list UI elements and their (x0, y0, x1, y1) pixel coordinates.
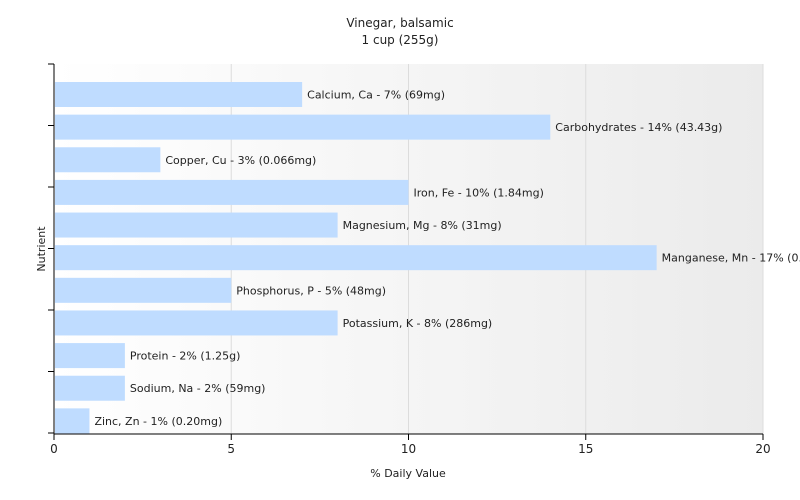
x-tick-label: 20 (755, 442, 770, 456)
y-axis-label: Nutrient (35, 226, 48, 272)
bar (55, 179, 409, 205)
axes: 0 5 10 15 20 (48, 63, 771, 456)
bar (55, 114, 551, 140)
bars: Calcium, Ca - 7% (69mg) Carbohydrates - 1… (55, 82, 800, 434)
bar-label: Protein - 2% (1.25g) (130, 350, 241, 363)
bar (55, 82, 303, 107)
bar (55, 375, 125, 401)
bar (55, 147, 161, 173)
bar (55, 310, 338, 336)
bar-label: Magnesium, Mg - 8% (31mg) (343, 219, 502, 232)
bar-label: Carbohydrates - 14% (43.43g) (555, 121, 722, 134)
x-tick-label: 15 (578, 442, 593, 456)
bar (55, 245, 657, 271)
bar-label: Calcium, Ca - 7% (69mg) (307, 89, 445, 102)
x-tick-label: 5 (227, 442, 235, 456)
bar (55, 343, 125, 369)
bar-label: Phosphorus, P - 5% (48mg) (236, 284, 386, 297)
bar-label: Iron, Fe - 10% (1.84mg) (414, 186, 544, 199)
bar-label: Zinc, Zn - 1% (0.20mg) (94, 415, 222, 428)
bar-label: Potassium, K - 8% (286mg) (343, 317, 493, 330)
x-tick-label: 10 (401, 442, 416, 456)
chart-subtitle: 1 cup (255g) (362, 33, 439, 47)
x-tick-label: 0 (50, 442, 58, 456)
bar-label: Copper, Cu - 3% (0.066mg) (165, 154, 316, 167)
bar-label: Sodium, Na - 2% (59mg) (130, 382, 266, 395)
x-axis-label: % Daily Value (370, 467, 446, 480)
bar-label: Manganese, Mn - 17% (0.334mg) (662, 252, 800, 265)
bar (55, 277, 232, 303)
bar (55, 408, 90, 434)
chart-title: Vinegar, balsamic (346, 16, 453, 30)
bar (55, 212, 338, 238)
